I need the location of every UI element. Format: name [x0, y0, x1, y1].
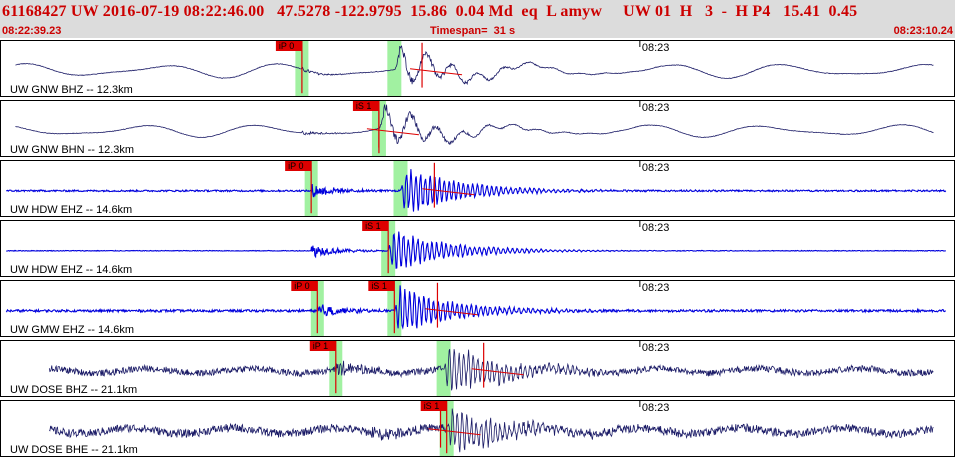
waveform-trace	[48, 408, 934, 453]
station-label: UW DOSE BHE -- 21.1km	[10, 444, 138, 456]
start-time: 08:22:39.23	[2, 25, 62, 37]
waveform-trace	[5, 285, 947, 330]
time-tick-label: 08:23	[642, 42, 670, 54]
panel-frame	[0, 340, 955, 397]
station-label: UW GNW BHZ -- 12.3km	[10, 84, 133, 96]
trace-panel: 08:23 iP 0 UW HDW EHZ -- 14.6km	[0, 160, 955, 217]
waveform-trace	[15, 104, 934, 146]
time-tick-label: 08:23	[642, 342, 670, 354]
time-tick-label: 08:23	[642, 162, 670, 174]
pick-flag	[352, 101, 379, 111]
trace-panel: 08:23 iP 1 UW DOSE BHZ -- 21.1km	[0, 340, 955, 397]
panel-frame	[0, 40, 955, 97]
panel-frame	[0, 280, 955, 337]
pick-flag	[368, 281, 395, 291]
pick-flag	[285, 161, 312, 171]
coda-line	[409, 68, 463, 76]
trace-panel: 08:23 iS 1 UW DOSE BHE -- 21.1km	[0, 400, 955, 457]
trace-panel: 08:23 iS 1 UW HDW EHZ -- 14.6km	[0, 220, 955, 277]
end-time: 08:23:10.24	[893, 25, 953, 37]
trace-panel: 08:23 iS 1 UW GNW BHN -- 12.3km	[0, 100, 955, 157]
coda-line	[428, 428, 481, 436]
coda-line	[471, 368, 524, 376]
coda-line	[366, 128, 419, 136]
station-label: UW HDW EHZ -- 14.6km	[10, 264, 132, 276]
panel-frame	[0, 160, 955, 217]
event-summary: 61168427 UW 2016-07-19 08:22:46.00 47.52…	[2, 3, 858, 20]
pick-flag	[420, 401, 447, 411]
trace-panel: 08:23 iP 0 UW GNW BHZ -- 12.3km	[0, 40, 955, 97]
seismogram-panels: 08:23 iP 0 UW GNW BHZ -- 12.3km 08:23 iS 1 UW…	[0, 40, 955, 457]
time-tick-label: 08:23	[642, 282, 670, 294]
pick-label: iS 1	[365, 221, 381, 231]
trace-panel: 08:23 iP 0 iS 1 UW GMW EHZ -- 14.6km	[0, 280, 955, 337]
pick-flag	[309, 341, 336, 351]
waveform-trace	[6, 169, 947, 212]
pick-flag	[291, 281, 318, 291]
pick-label: iP 1	[313, 341, 328, 351]
panel-frame	[0, 100, 955, 157]
pick-label: iP 0	[279, 41, 294, 51]
pick-label: iS 1	[424, 401, 440, 411]
timespan: Timespan= 31 s	[430, 25, 516, 37]
pick-label: iS 1	[371, 281, 387, 291]
coda-line	[422, 188, 475, 196]
coda-line	[425, 308, 478, 316]
time-tick-label: 08:23	[642, 402, 670, 414]
pick-window	[387, 41, 402, 96]
waveform-trace	[48, 349, 934, 391]
station-label: UW GNW BHN -- 12.3km	[10, 144, 134, 156]
waveform-trace	[15, 45, 934, 86]
pick-label: iS 1	[356, 101, 372, 111]
time-tick-label: 08:23	[642, 102, 670, 114]
station-label: UW HDW EHZ -- 14.6km	[10, 204, 132, 216]
event-header: 61168427 UW 2016-07-19 08:22:46.00 47.52…	[0, 0, 955, 38]
pick-label: iP 0	[288, 161, 303, 171]
waveform-trace	[6, 231, 946, 269]
pick-label: iP 0	[294, 281, 309, 291]
station-label: UW GMW EHZ -- 14.6km	[10, 324, 134, 336]
pick-flag	[275, 41, 302, 51]
time-tick-label: 08:23	[642, 222, 670, 234]
station-label: UW DOSE BHZ -- 21.1km	[10, 384, 137, 396]
pick-flag	[362, 221, 389, 231]
panel-frame	[0, 220, 955, 277]
